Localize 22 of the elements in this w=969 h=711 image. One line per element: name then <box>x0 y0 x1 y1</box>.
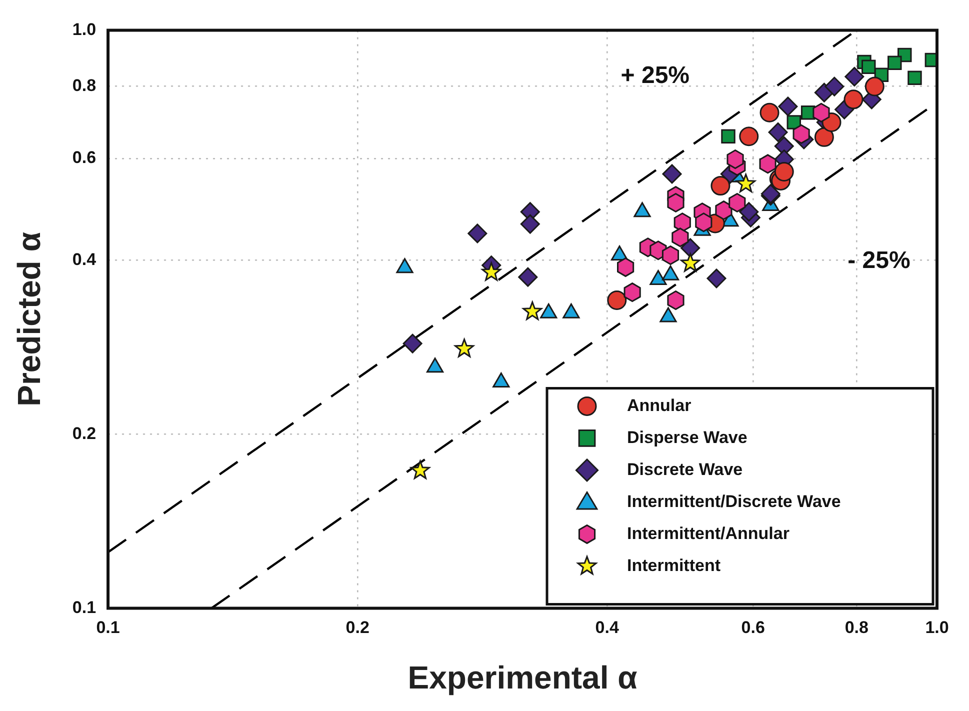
y-tick-label: 1.0 <box>72 20 96 39</box>
x-tick-label: 0.6 <box>741 618 765 638</box>
y-axis-title: Predicted α <box>11 232 48 406</box>
x-tick-label: 0.8 <box>844 618 868 638</box>
x-tick-label: 0.2 <box>346 618 370 638</box>
y-tick-label: 0.6 <box>72 148 96 168</box>
legend-label: Intermittent/Annular <box>627 524 790 543</box>
annotation: - 25% <box>848 247 910 274</box>
y-tick-label: 0.1 <box>72 598 96 617</box>
x-tick-label: 0.1 <box>96 618 120 638</box>
legend-label: Discrete Wave <box>627 460 743 479</box>
y-tick-label: 0.2 <box>72 424 96 443</box>
legend-label: Intermittent <box>627 556 721 575</box>
y-tick-label: 0.8 <box>72 76 96 95</box>
annotation: + 25% <box>620 62 690 90</box>
x-tick-label: 1.0 <box>925 618 949 638</box>
x-tick-label: 0.4 <box>595 618 620 638</box>
legend-label: Intermittent/Discrete Wave <box>627 492 841 511</box>
legend-label: Annular <box>627 396 692 415</box>
x-axis-title: Experimental α <box>408 660 638 696</box>
y-tick-label: 0.4 <box>72 250 97 269</box>
legend-label: Disperse Wave <box>627 428 748 447</box>
